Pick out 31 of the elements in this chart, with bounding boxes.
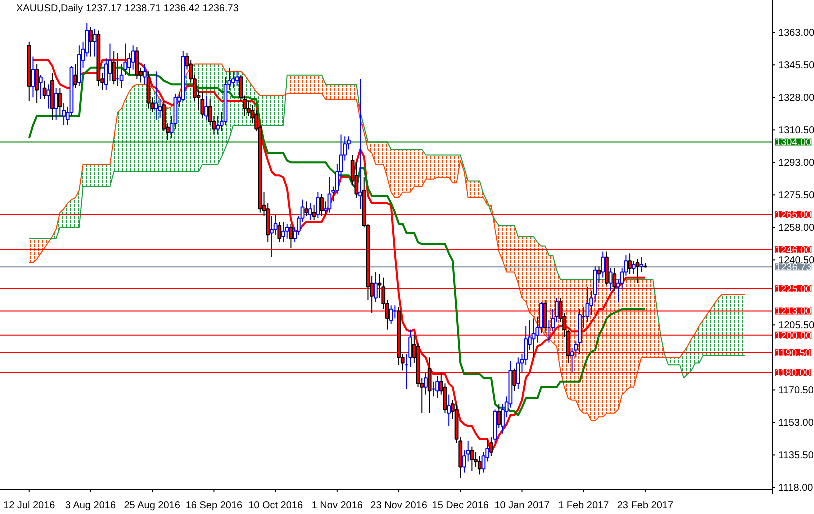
- x-tick-label: 23 Nov 2016: [370, 500, 428, 512]
- y-tick-label: 1363.00: [778, 28, 814, 40]
- x-tick-label: 15 Dec 2016: [432, 500, 490, 512]
- ref-line-label: 1246.00: [776, 245, 812, 256]
- x-tick-label: 1 Nov 2016: [312, 500, 364, 512]
- y-tick-label: 1328.00: [778, 93, 814, 104]
- y-tick-label: 1170.50: [778, 386, 814, 397]
- x-tick-label: 3 Aug 2016: [65, 500, 116, 512]
- ref-line-label: 1200.00: [776, 330, 812, 342]
- ref-line-label: 1304.00: [776, 138, 812, 149]
- y-tick-label: 1205.50: [778, 320, 814, 332]
- y-tick-label: 1275.50: [778, 190, 814, 202]
- x-tick-label: 10 Jan 2017: [494, 500, 550, 512]
- chart-title: XAUUSD,Daily 1237.17 1238.71 1236.42 1236.73: [16, 4, 240, 14]
- y-tick-label: 1310.50: [778, 126, 814, 137]
- y-tick-label: 1153.00: [778, 418, 814, 430]
- x-tick-label: 25 Aug 2016: [124, 500, 181, 512]
- x-tick-label: 16 Sep 2016: [186, 500, 243, 512]
- x-tick-label: 12 Jul 2016: [4, 500, 56, 512]
- y-tick-label: 1293.00: [778, 158, 814, 170]
- x-tick-label: 23 Feb 2017: [617, 500, 674, 512]
- ref-line-label: 1180.00: [776, 368, 812, 380]
- ref-line-label: 1213.00: [776, 306, 812, 318]
- x-tick-label: 1 Feb 2017: [558, 500, 610, 512]
- ref-line-label: 1225.00: [776, 284, 812, 296]
- ref-line-label: 1190.50: [776, 348, 812, 360]
- y-tick-label: 1118.00: [778, 483, 814, 494]
- x-tick-label: 10 Oct 2016: [248, 500, 304, 512]
- y-tick-label: 1135.50: [778, 450, 814, 462]
- y-tick-label: 1345.50: [778, 60, 814, 72]
- y-tick-label: 1258.00: [778, 223, 814, 234]
